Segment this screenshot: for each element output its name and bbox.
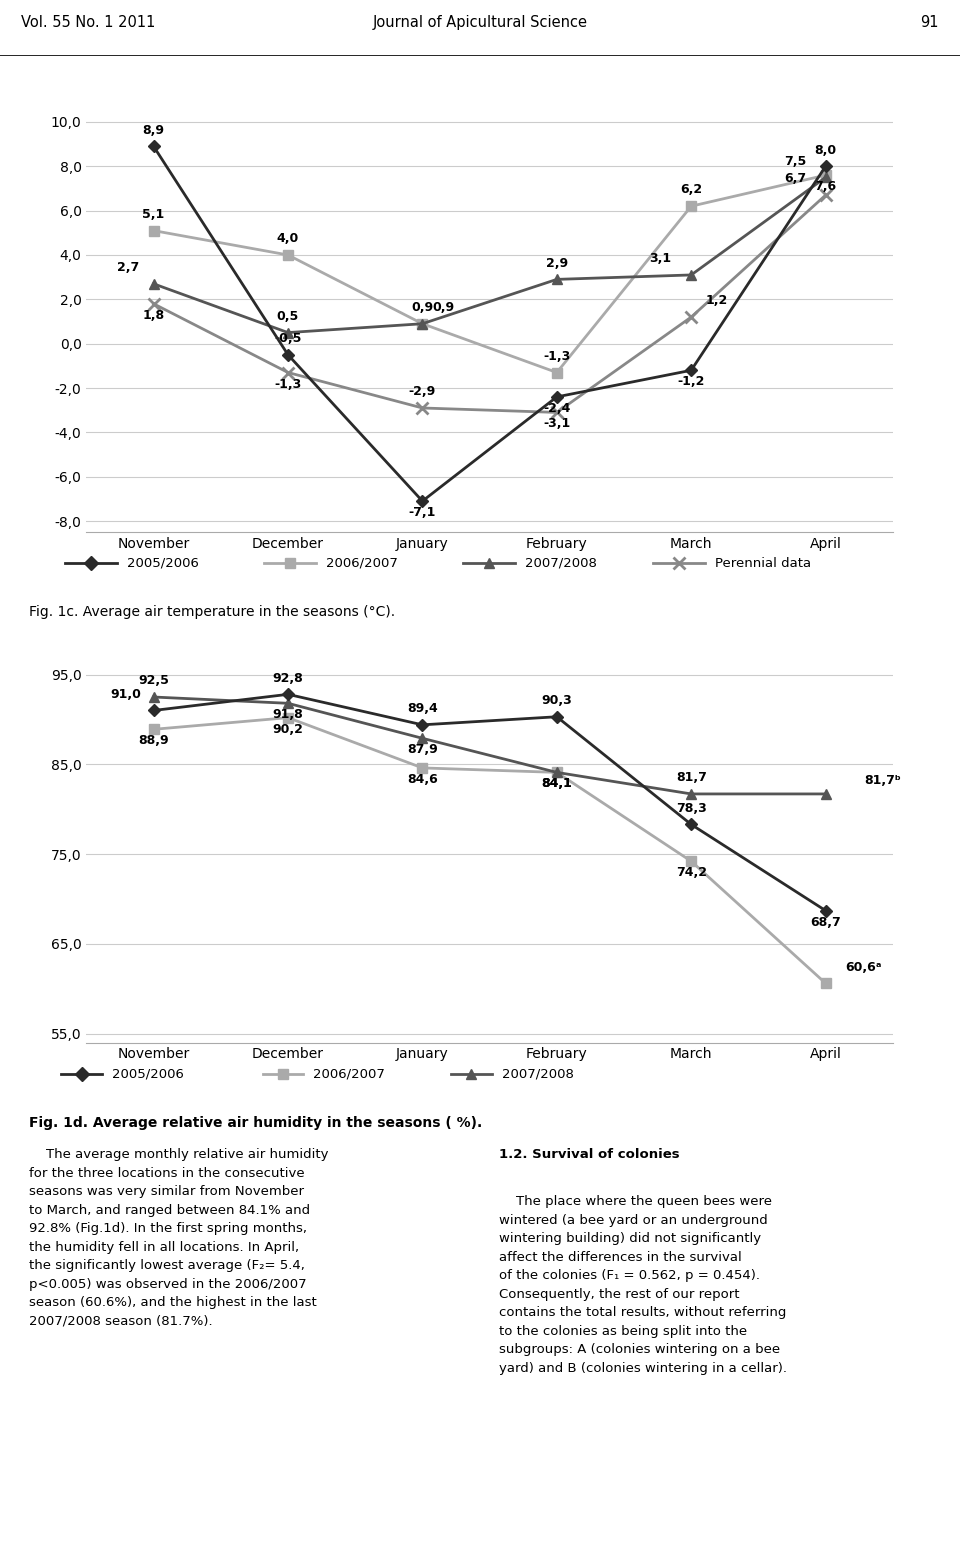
Text: 90,3: 90,3 (541, 694, 572, 706)
Text: 1,2: 1,2 (705, 294, 728, 308)
Text: Fig. 1d. Average relative air humidity in the seasons ( %).: Fig. 1d. Average relative air humidity i… (29, 1117, 482, 1130)
Text: -2,9: -2,9 (409, 386, 436, 398)
Text: 6,2: 6,2 (680, 184, 703, 196)
Text: 8,9: 8,9 (143, 123, 164, 137)
Text: 91: 91 (921, 16, 939, 30)
Text: 0,9: 0,9 (411, 300, 434, 314)
Text: 3,1: 3,1 (650, 252, 672, 265)
Text: -1,3: -1,3 (275, 378, 301, 391)
Text: 84,6: 84,6 (407, 773, 438, 786)
Text: 74,2: 74,2 (676, 867, 707, 879)
Text: 0,5: 0,5 (276, 310, 300, 324)
Text: The average monthly relative air humidity
for the three locations in the consecu: The average monthly relative air humidit… (29, 1148, 328, 1327)
Text: -3,1: -3,1 (543, 417, 570, 431)
Text: 1,8: 1,8 (142, 308, 165, 322)
Text: 87,9: 87,9 (407, 744, 438, 756)
Text: 2006/2007: 2006/2007 (326, 557, 398, 569)
Text: 2007/2008: 2007/2008 (525, 557, 597, 569)
Text: 89,4: 89,4 (407, 702, 438, 716)
Text: 7,5: 7,5 (784, 154, 806, 168)
Text: 1.2. Survival of colonies: 1.2. Survival of colonies (499, 1148, 680, 1161)
Text: 92,5: 92,5 (138, 674, 169, 688)
Text: -7,1: -7,1 (409, 506, 436, 520)
Text: 81,7: 81,7 (676, 772, 707, 784)
Text: The place where the queen bees were
wintered (a bee yard or an underground
winte: The place where the queen bees were wint… (499, 1195, 787, 1376)
Text: 68,7: 68,7 (810, 915, 841, 929)
Text: Vol. 55 No. 1 2011: Vol. 55 No. 1 2011 (21, 16, 156, 30)
Text: 81,7ᵇ: 81,7ᵇ (865, 773, 901, 787)
Text: 91,8: 91,8 (273, 708, 303, 722)
Text: 2005/2006: 2005/2006 (128, 557, 200, 569)
Text: 6,7: 6,7 (784, 173, 806, 185)
Text: 60,6ᵃ: 60,6ᵃ (845, 960, 881, 974)
Text: 90,2: 90,2 (273, 722, 303, 736)
Text: 84,1: 84,1 (541, 778, 572, 790)
Text: 2007/2008: 2007/2008 (501, 1067, 573, 1080)
Text: 5,1: 5,1 (142, 209, 165, 221)
Text: 4,0: 4,0 (276, 232, 300, 246)
Text: 84,1: 84,1 (541, 778, 572, 790)
Text: 2006/2007: 2006/2007 (313, 1067, 385, 1080)
Text: 8,0: 8,0 (814, 143, 837, 157)
Text: -0,5: -0,5 (275, 331, 301, 345)
Text: 88,9: 88,9 (138, 734, 169, 747)
Text: -1,2: -1,2 (678, 375, 705, 389)
Text: 91,0: 91,0 (110, 688, 141, 700)
Text: -2,4: -2,4 (543, 401, 570, 415)
Text: 7,6: 7,6 (814, 180, 837, 193)
Text: 2,9: 2,9 (545, 257, 568, 269)
Text: 2005/2006: 2005/2006 (111, 1067, 183, 1080)
Text: Perennial data: Perennial data (715, 557, 811, 569)
Text: Journal of Apicultural Science: Journal of Apicultural Science (372, 16, 588, 30)
Text: 2,7: 2,7 (117, 261, 140, 274)
Text: Fig. 1c. Average air temperature in the seasons (°C).: Fig. 1c. Average air temperature in the … (29, 605, 395, 618)
Text: 78,3: 78,3 (676, 801, 707, 815)
Text: 92,8: 92,8 (273, 672, 303, 685)
Text: -1,3: -1,3 (543, 350, 570, 363)
Text: 0,9: 0,9 (432, 300, 454, 314)
